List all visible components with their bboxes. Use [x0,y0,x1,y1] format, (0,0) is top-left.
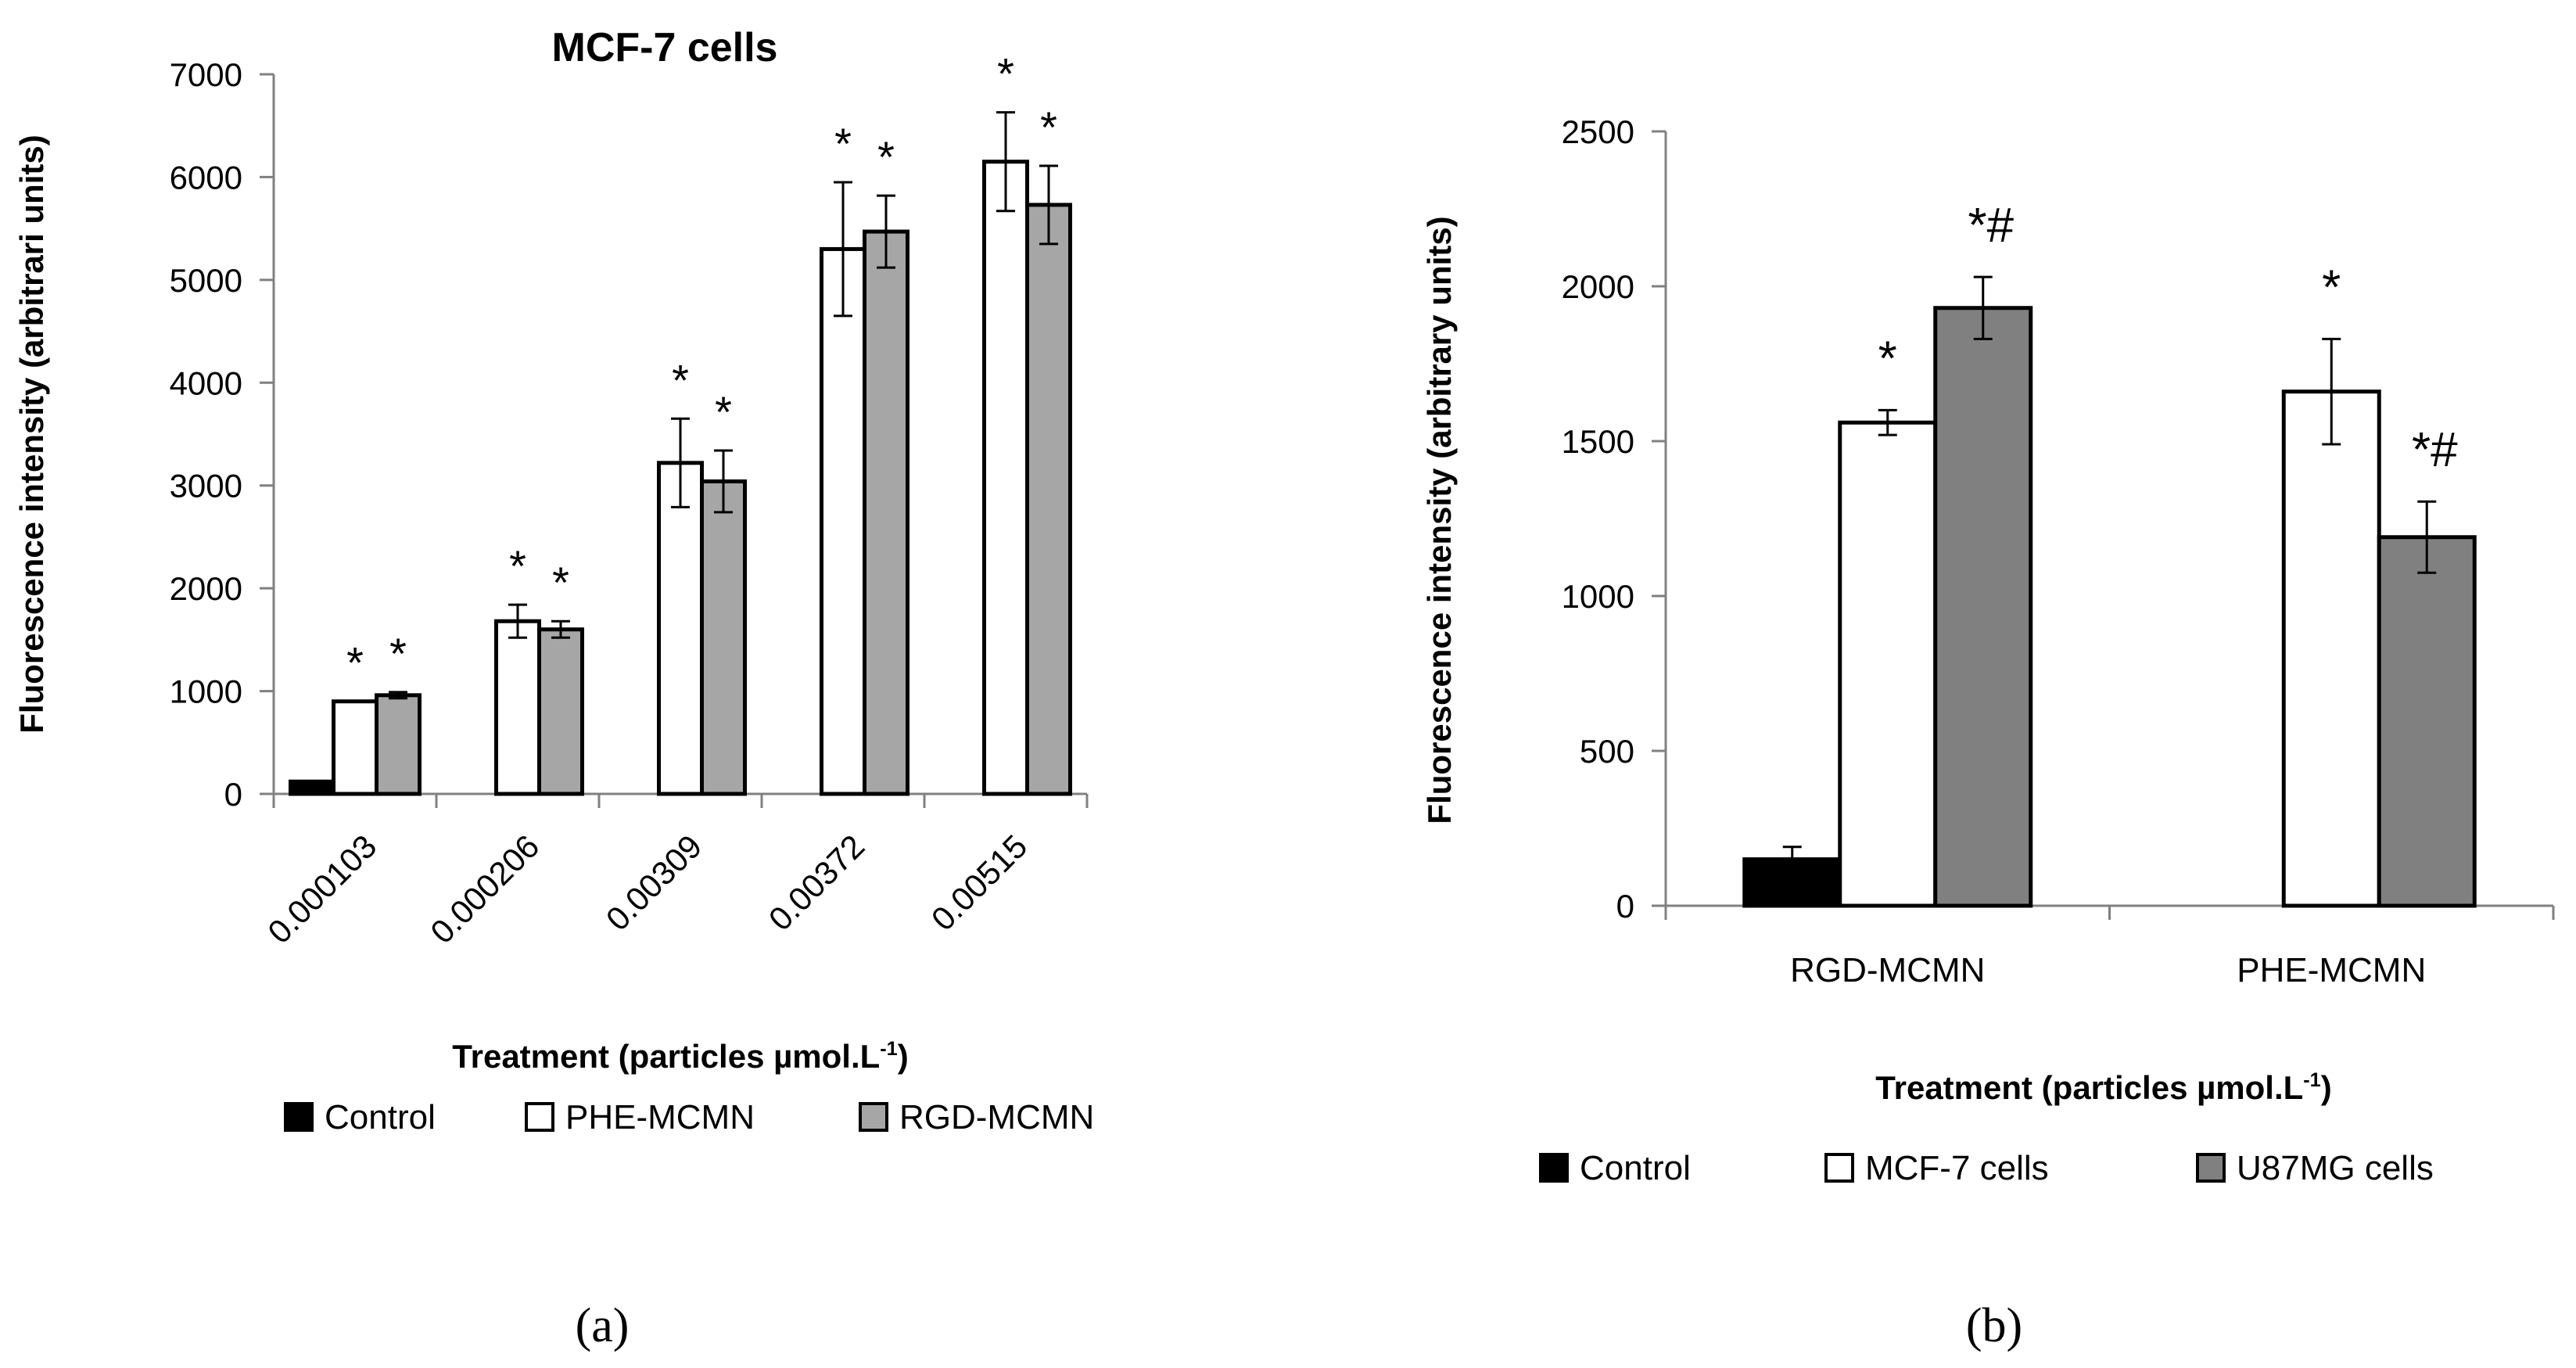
legend-swatch [1539,1153,1569,1183]
bar-phe-mcmn [820,246,866,796]
y-tick-label: 1500 [1562,423,1634,460]
x-category-label: 0.000103 [260,828,383,950]
significance-mark: * [834,119,852,168]
bar-mcf-7-cells [2281,390,2381,908]
bar-phe-mcmn [332,699,379,796]
x-category-label: 0.000206 [423,828,546,950]
bar-phe-mcmn [657,461,704,796]
significance-mark: * [1040,102,1057,152]
bar-mcf-7-cells [1838,420,1938,908]
bar-u87mg-cells [1933,306,2033,908]
bar-control [289,779,335,796]
significance-mark: * [715,387,732,436]
x-category-label: PHE-MCMN [2237,951,2426,989]
legend-swatch [284,1102,314,1132]
legend-label: U87MG cells [2237,1149,2434,1187]
panel-label: (a) [576,1299,630,1352]
y-tick-label: 1000 [170,673,242,710]
y-tick-label: 2000 [1562,268,1634,305]
y-tick-label: 6000 [170,159,242,196]
chart-title: MCF-7 cells [552,25,778,70]
x-axis-label-end: ) [2321,1069,2332,1106]
significance-mark: * [877,132,895,181]
legend-swatch [859,1102,888,1132]
legend-label: Control [325,1098,436,1136]
x-axis-label-superscript: -1 [2303,1069,2320,1091]
bar-phe-mcmn [494,619,541,796]
x-axis-label-text: Treatment (particles µmol.L [452,1038,880,1075]
significance-mark: * [509,541,526,591]
panel-a-bar-chart: MCF-7 cells 0 1000 2000 3000 4000 5000 6000 7000… [13,25,1094,1352]
y-tick-label: 500 [1580,733,1634,770]
x-axis-label-text: Treatment (particles µmol.L [1875,1069,2303,1106]
x-axis-label: Treatment (particles µmol.L-1) [452,1038,908,1075]
significance-mark: * [346,638,364,688]
legend-swatch [1824,1153,1854,1183]
y-tick-label: 0 [1616,888,1634,925]
bar-rgd-mcmn [537,627,584,796]
y-tick-label: 2500 [1562,113,1634,150]
significance-mark: * [2322,260,2341,314]
bar-rgd-mcmn [700,479,747,796]
y-tick-label: 0 [224,776,242,813]
significance-mark: * [1878,332,1897,386]
significance-mark: * [672,355,689,404]
legend-swatch [525,1102,554,1132]
x-category-label: 0.00515 [924,828,1035,938]
y-tick-label: 2000 [170,570,242,607]
significance-mark: * [552,558,569,607]
legend-swatch [2196,1153,2226,1183]
y-axis-label: Fluorescence intensity (arbitrary units) [1421,216,1458,824]
legend-label: RGD-MCMN [899,1098,1094,1136]
y-tick-label: 1000 [1562,578,1634,615]
y-tick-label: 4000 [170,364,242,401]
y-tick-label: 7000 [170,56,242,93]
bar-phe-mcmn [982,160,1029,796]
x-category-label: RGD-MCMN [1790,951,1985,989]
significance-mark: * [997,49,1014,99]
x-axis-label-superscript: -1 [880,1038,897,1060]
legend-label: PHE-MCMN [565,1098,755,1136]
significance-mark: * [389,629,407,678]
y-tick-label: 3000 [170,468,242,504]
bar-rgd-mcmn [863,229,909,796]
x-category-label: 0.00372 [762,828,872,938]
y-tick-label: 5000 [170,262,242,299]
legend-label: MCF-7 cells [1865,1149,2049,1187]
panel-b-bar-chart: 0 500 1000 1500 2000 2500 Fluorescence intensi… [1421,113,2555,1352]
x-category-label: 0.00309 [599,828,709,938]
bar-rgd-mcmn [1025,203,1072,796]
panel-label: (b) [1966,1299,2022,1352]
bar-rgd-mcmn [375,693,422,796]
x-axis-label: Treatment (particles µmol.L-1) [1875,1069,2331,1106]
x-axis-label-end: ) [898,1038,909,1075]
bar-u87mg-cells [2377,535,2477,908]
significance-mark: *# [1968,199,2014,253]
legend-label: Control [1580,1149,1691,1187]
significance-mark: *# [2412,423,2458,477]
y-axis-label: Fluorescence intensity (arbitrari units) [13,135,50,734]
